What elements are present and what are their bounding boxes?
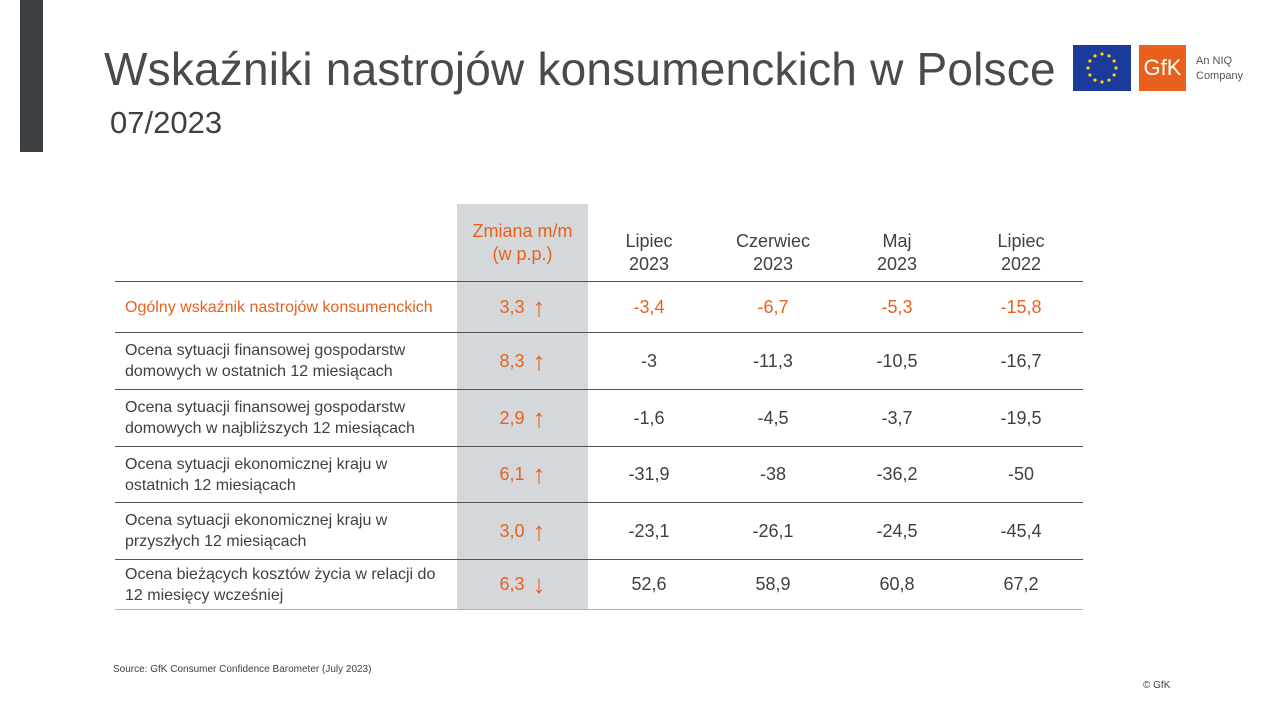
change-header: Zmiana m/m (w p.p.)	[472, 221, 573, 264]
tagline-1: An NIQ	[1196, 55, 1233, 67]
change-cell: 6,3 ↓	[457, 560, 588, 609]
value-cell: -3	[640, 350, 657, 371]
change-value: 6,3	[499, 574, 525, 594]
column-header: Maj 2023	[835, 230, 959, 276]
column-header-line1: Maj	[882, 231, 912, 251]
change-cell: 2,9 ↑	[457, 390, 588, 446]
change-cell: 3,3 ↑	[457, 282, 588, 332]
change-value: 8,3	[499, 350, 525, 371]
value-cell: 67,2	[1003, 574, 1039, 594]
change-value: 2,9	[499, 407, 525, 428]
value-cell: 60,8	[879, 574, 915, 594]
source-note: Source: GfK Consumer Confidence Baromete…	[113, 664, 372, 675]
value-cell: -10,5	[876, 350, 918, 371]
row-label-text: Ogólny wskaźnik nastrojów konsumenckich	[125, 298, 433, 316]
row-label: Ocena sytuacji finansowej gospodarstw do…	[125, 333, 455, 389]
value-cell: -31,9	[628, 464, 670, 484]
value-cell: -3,7	[881, 407, 913, 428]
change-value: 6,1	[499, 464, 525, 484]
change-cell: 6,1 ↑	[457, 447, 588, 502]
value-cell: -4,5	[757, 407, 789, 428]
value-cell: -23,1	[628, 520, 670, 541]
arrow-up-icon: ↑	[532, 459, 546, 489]
row-label-text: Ocena sytuacji finansowej gospodarstw do…	[125, 342, 406, 380]
row-label-text: Ocena sytuacji ekonomicznej kraju w osta…	[125, 455, 388, 494]
column-header-line2: 2023	[752, 254, 794, 274]
value-cell: -6,7	[757, 296, 789, 317]
tagline-2: Company	[1196, 70, 1244, 82]
row-divider	[115, 502, 1083, 503]
accent-bar	[20, 0, 43, 152]
arrow-down-icon: ↓	[532, 569, 546, 599]
arrow-up-icon: ↑	[532, 345, 546, 376]
value-cell: -11,3	[753, 350, 793, 371]
value-cell: -3,4	[633, 296, 665, 317]
value-cell: -5,3	[881, 296, 913, 317]
row-divider	[115, 559, 1083, 560]
row-label: Ocena sytuacji finansowej gospodarstw do…	[125, 390, 455, 446]
row-divider	[115, 332, 1083, 333]
value-cell: -38	[759, 464, 786, 484]
row-divider	[115, 446, 1083, 447]
row-label-text: Ocena bieżących kosztów życia w relacji …	[125, 565, 436, 604]
column-header-line1: Lipiec	[997, 231, 1045, 251]
column-header: Lipiec 2023	[587, 230, 711, 276]
column-header-line2: 2022	[1000, 254, 1042, 274]
value-cell: -26,1	[752, 520, 794, 541]
row-label: Ocena sytuacji ekonomicznej kraju w osta…	[125, 447, 455, 502]
change-value: 3,3	[499, 296, 525, 317]
column-header: Lipiec 2022	[959, 230, 1083, 276]
gfk-logo: GfK	[1139, 45, 1186, 91]
change-column-highlight	[457, 204, 588, 609]
row-label: Ocena bieżących kosztów życia w relacji …	[125, 560, 455, 609]
column-header-line1: Czerwiec	[735, 231, 810, 251]
column-header-line2: 2023	[628, 254, 670, 274]
arrow-up-icon: ↑	[532, 402, 546, 433]
value-cell: -50	[1007, 464, 1034, 484]
value-cell: 58,9	[755, 574, 791, 594]
niq-tagline: An NIQ Company	[1196, 54, 1243, 84]
row-label-text: Ocena sytuacji finansowej gospodarstw do…	[125, 399, 415, 437]
row-label: Ocena sytuacji ekonomicznej kraju w przy…	[125, 503, 455, 559]
eu-flag-logo	[1073, 45, 1131, 91]
value-cell: -24,5	[876, 520, 918, 541]
copyright: © GfK	[1143, 680, 1171, 691]
page-subtitle: 07/2023	[110, 105, 223, 140]
column-header: Czerwiec 2023	[711, 230, 835, 276]
arrow-up-icon: ↑	[532, 515, 546, 546]
column-header-line2: 2023	[876, 254, 918, 274]
value-cell: -16,7	[1000, 350, 1042, 371]
header-divider	[115, 281, 1083, 282]
row-label: Ogólny wskaźnik nastrojów konsumenckich	[125, 282, 455, 332]
value-cell: -1,6	[633, 407, 665, 428]
arrow-up-icon: ↑	[532, 291, 546, 322]
value-cell: -36,2	[876, 464, 918, 484]
value-cell: -19,5	[1000, 407, 1042, 428]
change-cell: 3,0 ↑	[457, 503, 588, 559]
value-cell: 52,6	[631, 574, 667, 594]
value-cell: -45,4	[1000, 520, 1042, 541]
value-cell: -15,8	[1000, 296, 1042, 317]
change-cell: 8,3 ↑	[457, 333, 588, 389]
change-value: 3,0	[499, 520, 525, 541]
page-title: Wskaźniki nastrojów konsumenckich w Pols…	[104, 43, 1056, 95]
row-divider	[115, 609, 1083, 610]
row-label-text: Ocena sytuacji ekonomicznej kraju w przy…	[125, 512, 388, 550]
row-divider	[115, 389, 1083, 390]
column-header-line1: Lipiec	[625, 231, 673, 251]
